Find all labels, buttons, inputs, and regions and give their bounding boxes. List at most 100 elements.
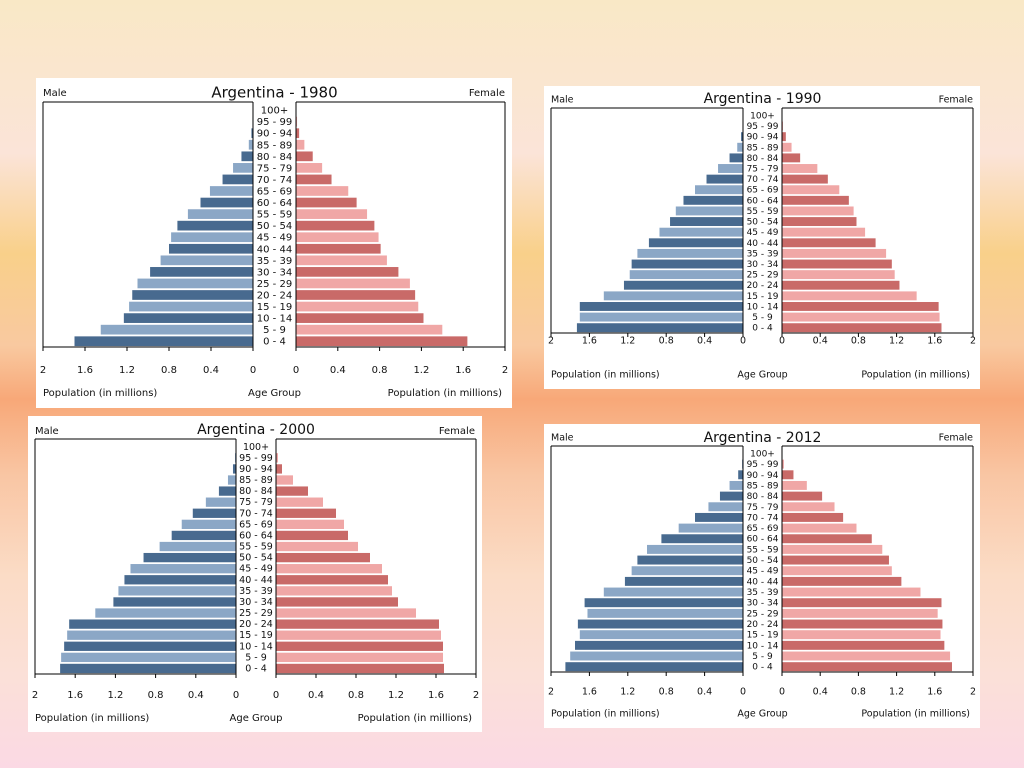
male-axis-title: Population (in millions)	[35, 713, 149, 724]
female-bar	[782, 576, 902, 586]
age-group-label: 20 - 24	[747, 620, 779, 630]
male-bar	[695, 512, 743, 522]
male-label: Male	[35, 426, 59, 437]
female-tick-label: 0.8	[372, 365, 388, 376]
female-bar	[276, 486, 308, 496]
male-bar	[706, 174, 743, 184]
age-group-label: 95 - 99	[747, 460, 779, 470]
age-group-label: 100+	[750, 449, 775, 459]
age-group-label: 25 - 29	[257, 279, 292, 290]
age-group-label: 40 - 44	[239, 575, 273, 586]
pyramid-svg: Male Female Argentina - 2012 0 - 45 - 910 -…	[548, 430, 976, 720]
age-group-label: 20 - 24	[257, 290, 292, 301]
age-group-label: 75 - 79	[747, 164, 779, 174]
male-bar	[579, 302, 743, 311]
female-bar	[276, 464, 282, 474]
male-bar	[251, 128, 253, 139]
male-axis-title: Population (in millions)	[551, 709, 660, 720]
female-bar	[296, 267, 399, 277]
age-group-label: 40 - 44	[257, 244, 292, 255]
female-axis	[781, 108, 974, 334]
female-label: Female	[939, 433, 974, 444]
female-bar	[276, 541, 358, 552]
age-axis-title: Age Group	[248, 388, 301, 399]
age-group-label: 65 - 69	[257, 186, 292, 197]
female-bar	[782, 502, 835, 512]
age-group-label: 65 - 69	[747, 524, 779, 534]
female-bar	[276, 597, 398, 607]
male-bar	[603, 291, 743, 301]
age-group-label: 90 - 94	[747, 133, 779, 143]
age-group-label: 80 - 84	[747, 154, 779, 164]
male-bar	[603, 587, 743, 597]
age-group-label: 30 - 34	[747, 599, 779, 609]
male-bar	[695, 185, 743, 195]
male-bar	[143, 552, 236, 563]
male-bar	[729, 153, 743, 163]
female-bar	[782, 598, 942, 608]
age-group-label: 60 - 64	[747, 535, 779, 545]
male-axis	[34, 439, 237, 675]
female-bar	[276, 586, 392, 596]
age-group-label: 10 - 14	[239, 641, 273, 652]
female-bar	[276, 564, 382, 574]
female-bar	[276, 652, 443, 663]
female-bar	[276, 475, 293, 485]
male-bar	[683, 195, 743, 205]
male-bar	[132, 290, 253, 300]
male-bar	[100, 324, 253, 335]
age-group-label: 70 - 74	[747, 513, 779, 523]
male-bar	[579, 630, 743, 640]
male-tick-label: 2	[548, 687, 554, 698]
age-group-label: 95 - 99	[747, 122, 779, 132]
age-group-label: 90 - 94	[747, 471, 779, 481]
female-bar	[782, 640, 945, 650]
female-bar	[296, 151, 313, 162]
female-bar	[782, 238, 876, 248]
age-group-label: 35 - 39	[239, 586, 273, 597]
female-tick-label: 1.6	[927, 336, 942, 347]
female-label: Female	[439, 426, 475, 437]
female-bar	[782, 248, 887, 258]
age-group-label: 60 - 64	[257, 198, 292, 209]
female-tick-label: 1.6	[428, 690, 444, 701]
age-group-label: 35 - 39	[257, 256, 292, 267]
female-bar	[296, 163, 323, 173]
male-tick-label: 1.2	[119, 365, 135, 376]
male-bar	[181, 519, 236, 530]
male-bar	[227, 475, 236, 485]
male-bar	[719, 491, 743, 501]
male-bar	[187, 209, 253, 219]
female-bar	[296, 197, 357, 208]
male-tick-label: 1.2	[107, 690, 123, 701]
age-group-label: 90 - 94	[257, 129, 292, 140]
male-axis	[42, 102, 254, 348]
male-bar	[708, 502, 743, 512]
female-bar	[296, 336, 468, 347]
male-bar	[729, 480, 743, 490]
male-bar	[637, 555, 743, 565]
age-group-label: 30 - 34	[747, 260, 779, 270]
age-group-label: 10 - 14	[747, 641, 779, 651]
female-tick-label: 1.2	[889, 687, 904, 698]
male-bar	[659, 227, 743, 237]
age-group-label: 25 - 29	[747, 609, 779, 619]
female-bar	[782, 206, 854, 216]
male-bar	[577, 619, 743, 629]
male-bar	[576, 323, 743, 333]
female-tick-label: 2	[970, 687, 976, 698]
female-bar	[782, 270, 895, 280]
female-tick-label: 1.2	[388, 690, 404, 701]
female-bar	[782, 459, 784, 469]
female-bar	[296, 324, 443, 335]
male-bar	[67, 630, 236, 640]
male-bar	[678, 523, 743, 533]
male-bar	[661, 534, 743, 544]
chart-title: Argentina - 2012	[704, 430, 822, 446]
female-bar	[782, 534, 872, 544]
female-bar	[276, 508, 336, 518]
male-tick-label: 1.6	[77, 365, 93, 376]
female-bar	[782, 195, 849, 205]
age-group-label: 100+	[750, 111, 775, 121]
